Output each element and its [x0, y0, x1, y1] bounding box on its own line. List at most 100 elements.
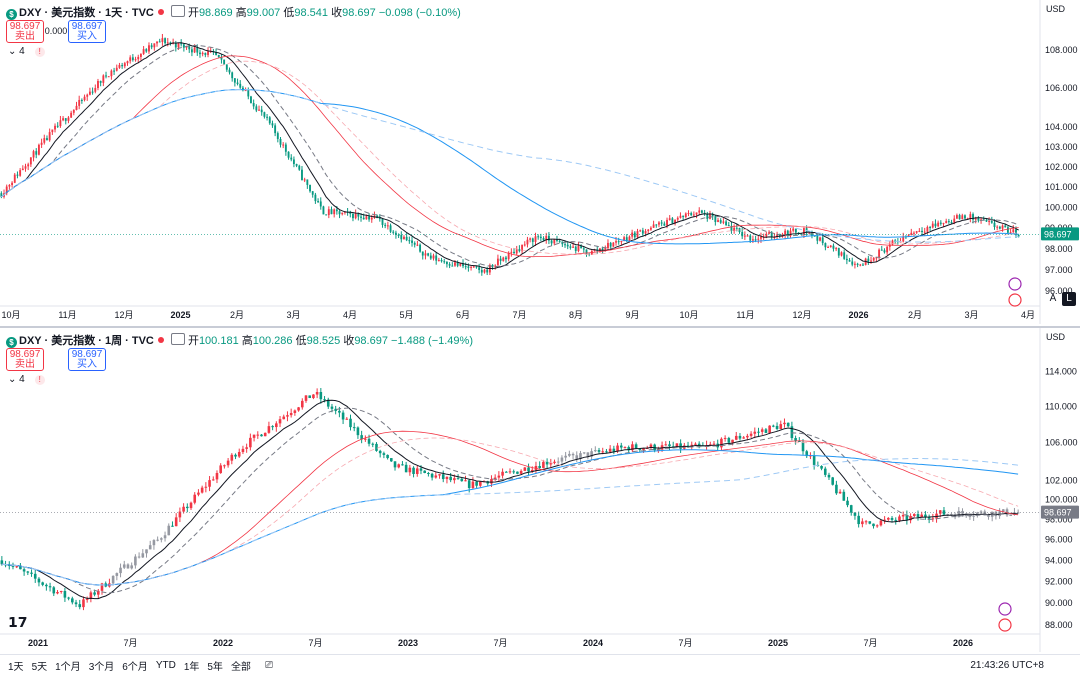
daily-chart-svg[interactable]: USD96.00097.00098.00099.000100.000101.00… [0, 0, 1080, 326]
candle-body [279, 138, 282, 145]
clock[interactable]: 21:43:26 UTC+8 [970, 660, 1044, 671]
buy-button[interactable]: 98.697 买入 [68, 348, 106, 371]
range-all[interactable]: 全部 [230, 662, 251, 673]
range-1m[interactable]: 1个月 [55, 662, 81, 673]
candle-body [360, 435, 363, 440]
moving-average-line-6 [1, 89, 1019, 243]
candle-body [130, 565, 133, 569]
candle-body [1004, 225, 1007, 228]
range-ytd[interactable]: YTD [155, 660, 176, 671]
candle-body [853, 512, 857, 516]
range-5d[interactable]: 5天 [31, 662, 48, 673]
candle-body [122, 564, 126, 568]
candle-body [327, 209, 330, 216]
candle-body [891, 240, 894, 245]
candle-body [386, 454, 389, 459]
symbol-title[interactable]: DXY · 美元指数 · 1周 · TVC [19, 335, 154, 347]
candle-body [1012, 229, 1015, 233]
candle-body [394, 232, 397, 235]
y-tick-label: 114.000 [1045, 366, 1077, 376]
candle-body [311, 191, 314, 195]
symbol-title[interactable]: DXY · 美元指数 · 1天 · TVC [19, 7, 154, 19]
candle-body [91, 91, 94, 93]
candle-body [765, 233, 768, 237]
candle-body [445, 476, 449, 480]
candle-body [612, 242, 615, 247]
buy-label: 买入 [77, 359, 97, 370]
candle-body [504, 471, 508, 473]
sell-button[interactable]: 98.697 卖出 [6, 20, 44, 43]
candle-body [70, 112, 73, 118]
log-scale-button[interactable]: L [1062, 292, 1076, 306]
candle-body [558, 240, 561, 242]
candle-body [252, 103, 255, 107]
moving-average-line-1 [1, 42, 1019, 270]
candle-body [942, 223, 945, 225]
daily-chart-pane[interactable]: USD96.00097.00098.00099.000100.000101.00… [0, 0, 1080, 328]
lightning-event-icon [1008, 277, 1022, 291]
candle-body [429, 255, 432, 259]
candle-body [727, 437, 731, 443]
candle-body [8, 185, 11, 187]
candle-body [233, 78, 236, 83]
weekly-chart-svg[interactable]: USD 88.000 90.000 92.000 94.000 96.000 98.000 1… [0, 328, 1080, 654]
candle-body [97, 80, 99, 89]
candle-body [894, 519, 898, 521]
candle-body [163, 535, 167, 539]
candle-body [950, 514, 953, 516]
candle-body [593, 249, 596, 252]
date-range-icon[interactable]: ⎚ [264, 660, 273, 671]
candle-body [812, 455, 816, 465]
candle-body [29, 157, 32, 165]
candle-body [1017, 235, 1020, 237]
range-5y[interactable]: 5年 [207, 662, 223, 673]
candle-body [300, 400, 304, 408]
buy-button[interactable]: 98.697 买入 [68, 20, 106, 43]
candle-body [188, 46, 191, 50]
candle-body [312, 394, 315, 399]
range-1d[interactable]: 1天 [8, 662, 24, 673]
candle-body [480, 269, 483, 273]
warning-icon[interactable]: ! [34, 375, 45, 385]
candle-body [247, 90, 250, 97]
candle-body [872, 257, 875, 261]
indicators-toggle[interactable]: ⌄ 4! [8, 46, 45, 57]
candle-body [556, 461, 560, 463]
candle-body [947, 221, 950, 223]
candle-body [913, 232, 915, 234]
candle-body [99, 80, 102, 83]
sell-button[interactable]: 98.697 卖出 [6, 348, 44, 371]
candle-body [423, 470, 426, 474]
candle-body [601, 248, 604, 251]
range-6m[interactable]: 6个月 [122, 662, 148, 673]
candle-body [22, 569, 26, 572]
candle-body [644, 231, 647, 234]
candle-body [193, 47, 196, 53]
range-3m[interactable]: 3个月 [88, 662, 115, 673]
candle-body [679, 443, 682, 449]
eye-icon[interactable] [170, 5, 185, 17]
auto-scale-button[interactable]: A [1049, 293, 1057, 304]
candle-body [842, 491, 846, 501]
candle-body [142, 49, 145, 54]
candle-body [211, 479, 215, 481]
x-tick-label: 2024 [583, 638, 603, 648]
candle-body [471, 481, 475, 489]
candle-body [671, 218, 674, 224]
candle-body [964, 215, 966, 219]
candle-body [802, 228, 805, 234]
indicators-toggle[interactable]: ⌄ 4! [8, 374, 45, 385]
weekly-chart-pane[interactable]: USD 88.000 90.000 92.000 94.000 96.000 98.000 1… [0, 328, 1080, 654]
candle-body [861, 521, 864, 525]
range-1y[interactable]: 1年 [183, 662, 200, 673]
x-tick-label: 12月 [114, 310, 133, 320]
candle-body [783, 422, 786, 425]
candle-body [230, 454, 234, 461]
candle-body [72, 109, 75, 113]
warning-icon[interactable]: ! [34, 47, 45, 57]
eye-icon[interactable] [170, 333, 185, 345]
candle-body [82, 599, 85, 608]
candle-body [668, 444, 671, 447]
candle-body [56, 125, 59, 127]
y-tick-label: 106.000 [1045, 438, 1078, 448]
